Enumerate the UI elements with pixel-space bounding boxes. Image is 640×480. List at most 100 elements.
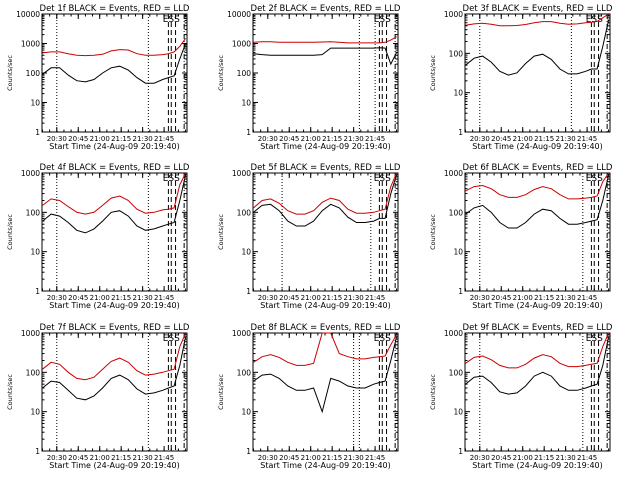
y-tick-label: 1 [246,287,251,296]
x-tick-label: 20:45 [68,454,88,462]
series-line-lld [42,38,187,57]
chart-title: Det 1f BLACK = Events, RED = LLD [40,4,190,14]
y-tick-label: 10000 [227,10,251,19]
x-tick-label: 20:30 [470,454,490,462]
y-tick-label: 10 [30,99,40,108]
y-tick-label: 1 [35,128,40,137]
y-tick-label: 10 [453,89,463,98]
y-axis-label: Counts/sec [6,55,14,91]
y-tick-label: 1 [35,447,40,456]
x-axis-label: Start Time (24-Aug-09 20:19:40) [472,301,603,310]
plot-frame [252,13,399,133]
x-axis-label: Start Time (24-Aug-09 20:19:40) [260,142,391,151]
chart-panel-9: Det 9f BLACK = Events, RED = LLD 1 10 100 10… [429,323,613,470]
y-axis-label: Counts/sec [429,214,437,250]
x-tick-label: 21:15 [322,135,342,143]
x-tick-label: 21:00 [90,135,110,143]
x-tick-label: 21:30 [133,294,153,302]
x-tick-label: 20:45 [491,294,511,302]
x-tick-label: 20:30 [47,454,67,462]
plot-frame [464,332,611,452]
x-tick-label: 21:15 [111,454,131,462]
x-tick-label: 20:30 [258,135,278,143]
chart-title: Det 5f BLACK = Events, RED = LLD [251,163,401,173]
y-tick-label: 1 [246,128,251,137]
x-tick-label: 21:00 [301,454,321,462]
x-tick-label: 21:45 [154,135,174,143]
annotation-label: ESS [163,15,180,25]
chart-title: Det 2f BLACK = Events, RED = LLD [251,4,401,14]
chart-panel-2: Det 2f BLACK = Events, RED = LLD 1 10 100 10… [217,4,401,151]
series-line-events [465,19,610,76]
x-tick-label: 21:45 [154,454,174,462]
series-line-lld [465,13,609,27]
x-tick-label: 20:45 [68,294,88,302]
plot-frame [464,172,611,292]
y-axis-label: Counts/sec [217,55,225,91]
y-tick-label: 10 [30,248,40,257]
x-axis-label: Start Time (24-Aug-09 20:19:40) [49,461,180,470]
y-tick-label: 1000 [232,329,251,338]
y-tick-label: 100 [449,368,464,377]
x-tick-label: 21:45 [577,454,597,462]
y-axis-label: Counts/sec [6,374,14,410]
x-tick-label: 20:45 [68,135,88,143]
chart-title: Det 3f BLACK = Events, RED = LLD [463,4,613,14]
series-line-events [42,174,187,234]
x-tick-label: 21:30 [133,135,153,143]
x-tick-label: 21:45 [365,294,385,302]
y-tick-label: 100 [237,208,252,217]
series-line-events [465,174,610,229]
y-tick-label: 10 [241,99,251,108]
x-tick-label: 20:30 [470,135,490,143]
x-tick-label: 21:30 [344,454,364,462]
y-tick-label: 1000 [232,169,251,178]
y-axis-label: Counts/sec [217,214,225,250]
x-tick-label: 21:00 [513,454,533,462]
x-tick-label: 21:00 [90,454,110,462]
annotation-label: ESS [586,15,603,25]
series-line-lld [465,172,610,200]
x-tick-label: 21:00 [513,294,533,302]
y-tick-label: 100 [237,368,252,377]
x-tick-label: 21:00 [90,294,110,302]
x-tick-label: 21:00 [301,294,321,302]
x-tick-label: 21:30 [344,135,364,143]
x-tick-label: 21:30 [556,294,576,302]
x-tick-label: 21:30 [344,294,364,302]
y-tick-label: 1000 [21,169,40,178]
y-axis-label: Counts/sec [217,374,225,410]
y-tick-label: 10 [30,408,40,417]
y-tick-label: 1 [458,128,463,137]
series-line-lld [253,36,397,44]
y-tick-label: 1000 [444,10,463,19]
y-tick-label: 10 [241,408,251,417]
x-tick-label: 20:30 [47,294,67,302]
x-tick-label: 21:15 [534,454,554,462]
series-line-events [253,47,398,66]
x-tick-label: 21:00 [301,135,321,143]
x-axis-label: Start Time (24-Aug-09 20:19:40) [472,461,603,470]
x-axis-label: Start Time (24-Aug-09 20:19:40) [49,301,180,310]
x-tick-label: 20:30 [258,454,278,462]
annotation-label: ESS [374,334,391,344]
y-tick-label: 1 [458,287,463,296]
x-tick-label: 20:45 [491,454,511,462]
series-line-lld [465,332,610,369]
annotation-label: ESS [163,334,180,344]
chart-panel-3: Det 3f BLACK = Events, RED = LLD 1 10 100 10… [429,4,613,151]
chart-title: Det 6f BLACK = Events, RED = LLD [463,163,613,173]
annotation-label: ESS [586,334,603,344]
annotation-label: ESS [374,174,391,184]
series-line-lld [253,172,398,215]
x-axis-label: Start Time (24-Aug-09 20:19:40) [260,461,391,470]
chart-panel-4: Det 4f BLACK = Events, RED = LLD 1 10 100 10… [6,163,190,310]
x-tick-label: 21:15 [111,135,131,143]
y-tick-label: 100 [449,49,464,58]
plot-frame [41,332,188,452]
chart-panel-8: Det 8f BLACK = Events, RED = LLD 1 10 100 10… [217,323,401,470]
series-line-events [465,336,610,395]
x-tick-label: 21:45 [154,294,174,302]
x-tick-label: 21:15 [322,294,342,302]
